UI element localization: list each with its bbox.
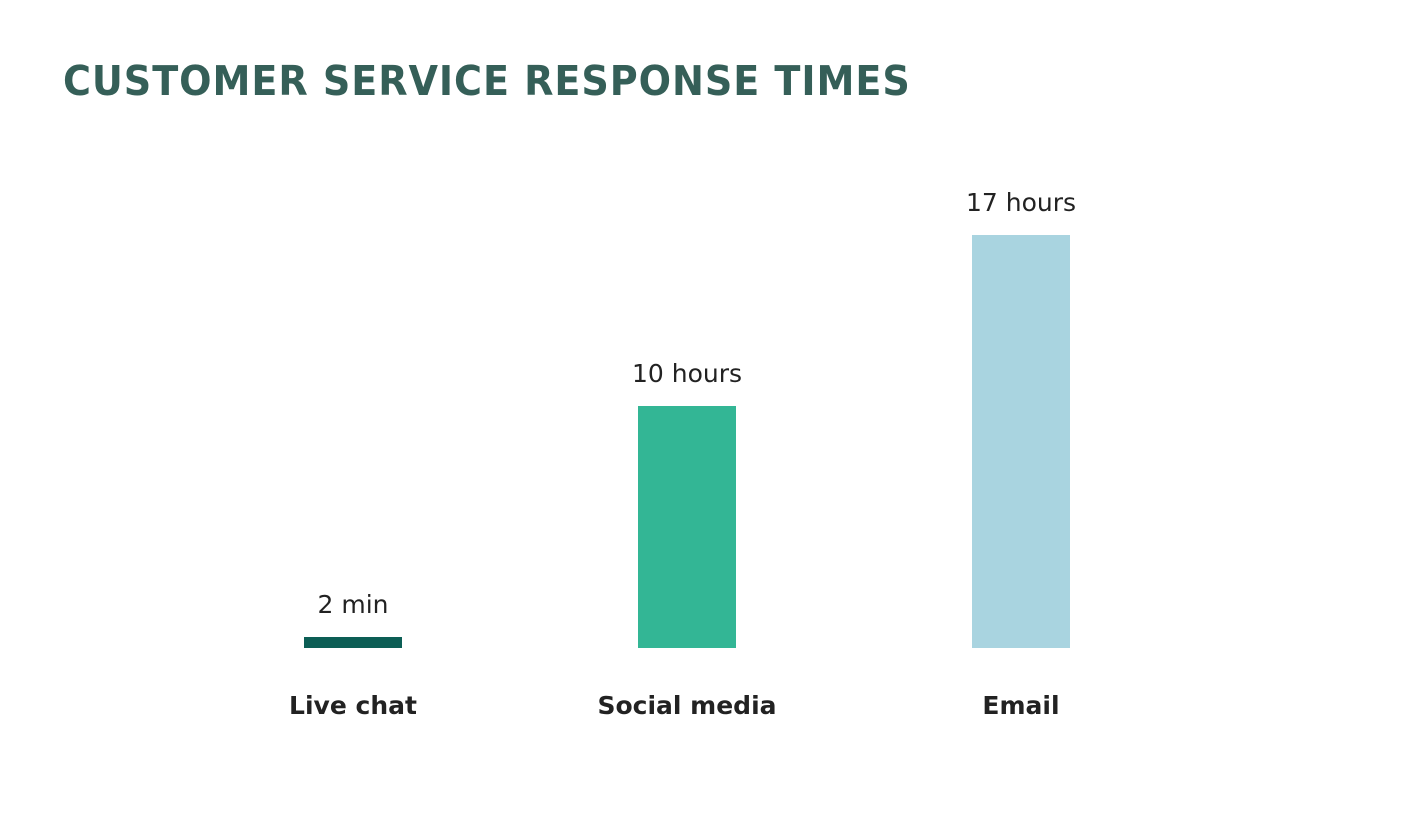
chart-title: CUSTOMER SERVICE RESPONSE TIMES [63, 57, 911, 105]
bar-social-media [638, 406, 736, 648]
value-label-social-media: 10 hours [631, 359, 743, 388]
category-label-email: Email [982, 691, 1060, 720]
bar-live-chat [304, 637, 402, 648]
category-label-social-media: Social media [597, 691, 777, 720]
value-label-email: 17 hours [965, 188, 1077, 217]
bar-email [972, 235, 1070, 648]
category-label-live-chat: Live chat [289, 691, 417, 720]
value-label-live-chat: 2 min [317, 590, 389, 619]
